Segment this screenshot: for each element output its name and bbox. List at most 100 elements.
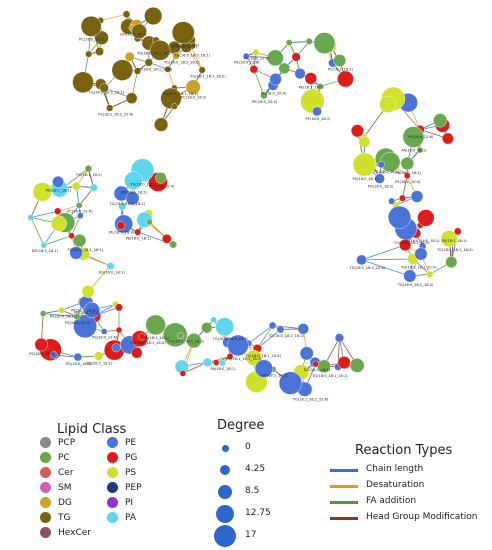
- network-node-label: DG(16:0_18:1): [304, 368, 331, 372]
- reaction-type-line-swatch: [330, 517, 358, 520]
- network-node-label: PC(16:0_18:1): [79, 37, 105, 41]
- network-node-label: TG(18:1_18:2_22:6): [97, 112, 134, 116]
- network-node: [313, 32, 336, 54]
- network-node-label: TG(16:0_18:2_18:2): [267, 334, 304, 338]
- network-node: [155, 172, 167, 184]
- lipid-class-swatch: [40, 527, 51, 538]
- lipid-class-item-pep: PEP: [107, 482, 142, 493]
- reaction-type-label: Chain length: [366, 464, 424, 474]
- network-node: [426, 270, 434, 278]
- network-node: [77, 212, 84, 219]
- network-node: [94, 30, 109, 45]
- network-node: [219, 359, 226, 367]
- reaction-types-legend-title: Reaction Types: [355, 443, 453, 458]
- network-node-label: TG(16:0_18:2_18:2): [108, 202, 145, 206]
- network-node: [185, 79, 201, 95]
- lipid-class-item-pc: PC: [40, 452, 70, 463]
- network-edge: [71, 215, 81, 236]
- network-node-label: DG(18:1_18:1): [261, 373, 288, 377]
- lipid-class-item-pe: PE: [107, 437, 136, 448]
- network-node-label: DG(16:0_18:1): [120, 32, 147, 36]
- lipid-class-swatch: [107, 452, 118, 463]
- degree-value-label: 12.75: [245, 508, 271, 518]
- network-node: [294, 68, 306, 80]
- network-edge: [257, 329, 281, 349]
- network-node-label: DG(16:0_18:1): [98, 271, 125, 275]
- network-node: [297, 323, 309, 335]
- network-node: [198, 66, 206, 74]
- network-node: [118, 202, 127, 211]
- network-node: [89, 183, 98, 192]
- network-edge: [253, 69, 265, 96]
- network-node: [160, 87, 182, 109]
- lipid-class-swatch: [40, 452, 51, 463]
- network-node-label: PE(18:0_20:4): [109, 231, 135, 235]
- network-node: [115, 303, 123, 312]
- network-node-label: PA(16:0_18:1): [401, 148, 427, 152]
- network-node: [122, 10, 131, 18]
- network-node: [410, 190, 424, 203]
- network-node: [242, 52, 250, 60]
- lipid-class-label: PG: [125, 453, 138, 463]
- network-edge: [361, 244, 406, 261]
- lipid-class-label: PS: [125, 468, 137, 478]
- network-edge: [57, 205, 80, 212]
- network-node: [162, 233, 172, 244]
- network-edge: [361, 259, 410, 277]
- network-node-label: PA(18:1_18:1): [144, 336, 170, 340]
- network-node-label: TG(18:1_18:2_22:6): [292, 398, 329, 402]
- network-node: [388, 197, 396, 205]
- network-node: [349, 358, 365, 373]
- network-node: [387, 205, 412, 229]
- network-node: [40, 310, 47, 317]
- degree-size-swatch: [215, 504, 235, 524]
- network-node: [179, 370, 187, 377]
- network-node: [131, 23, 147, 39]
- network-node-label: PG(16:0_18:2): [368, 185, 394, 189]
- network-edge: [402, 175, 408, 199]
- network-node-label: TG(16:0_16:0_18:1): [403, 239, 440, 243]
- degree-size-swatch: [221, 444, 229, 452]
- degree-size-swatch: [219, 464, 231, 476]
- network-node: [337, 70, 354, 88]
- network-node: [227, 334, 249, 357]
- network-node: [417, 209, 435, 227]
- network-node-label: PE(18:1_18:1): [46, 189, 72, 193]
- network-node-label: TG(16:0_18:2_18:2): [163, 60, 200, 64]
- network-node: [400, 156, 415, 171]
- network-node-label: TG(16:1_18:1_18:1): [161, 92, 198, 96]
- lipid-class-label: TG: [58, 513, 71, 523]
- network-node-label: TG(16:0_16:0_18:1): [212, 337, 249, 341]
- network-node: [312, 106, 322, 117]
- network-node: [138, 333, 146, 341]
- network-node: [252, 48, 260, 56]
- lipid-class-swatch: [40, 497, 51, 508]
- network-node: [131, 347, 143, 359]
- network-node: [58, 307, 65, 314]
- network-node: [267, 49, 284, 67]
- network-node: [144, 58, 153, 67]
- network-node: [334, 333, 344, 343]
- lipid-class-label: PA: [125, 513, 137, 523]
- degree-legend-title: Degree: [217, 418, 265, 433]
- network-node: [177, 332, 185, 339]
- network-node: [379, 95, 397, 113]
- network-node: [99, 83, 109, 93]
- network-node: [304, 72, 317, 85]
- lipid-class-label: Cer: [58, 468, 74, 478]
- network-node: [358, 136, 371, 148]
- network-node-label: PG(16:0_18:1): [395, 171, 421, 175]
- network-node: [75, 202, 83, 209]
- network-node-label: TG(16:0_18:1_18:2): [129, 341, 166, 345]
- network-node: [125, 92, 138, 104]
- network-edge: [361, 258, 414, 261]
- network-node-label: TG(18:1_18:1_18:2): [189, 74, 226, 78]
- network-node: [125, 191, 140, 206]
- network-node-label: TG(16:0_18:1_20:4): [136, 67, 173, 71]
- network-node-label: PC(16:0_22:6): [244, 57, 270, 61]
- network-node-label: TG(16:0_18:1_20:4): [400, 266, 437, 270]
- lipid-class-legend-title: Lipid Class: [57, 422, 127, 437]
- network-node: [72, 71, 94, 94]
- network-node-label: PS(18:0_18:1): [29, 352, 55, 356]
- network-node: [402, 126, 425, 148]
